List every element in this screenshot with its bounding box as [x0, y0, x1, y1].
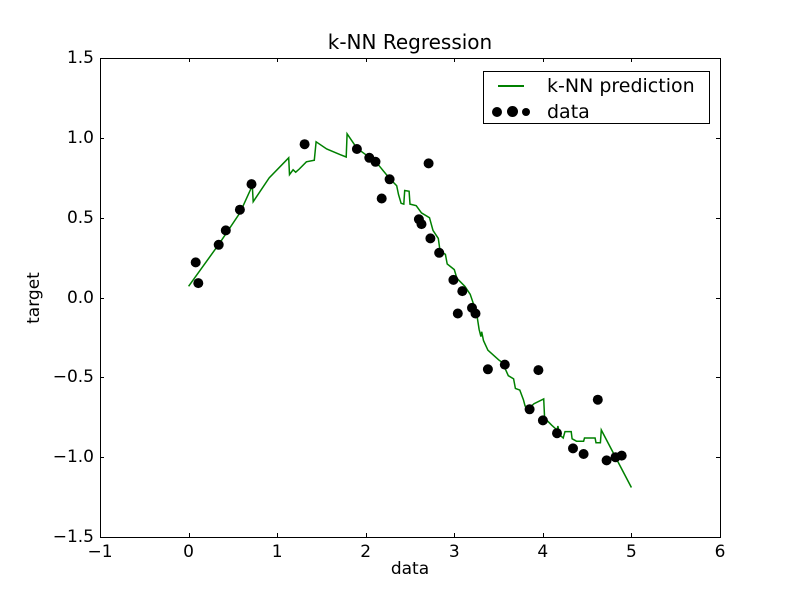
data-point	[351, 144, 362, 154]
data-point	[601, 455, 612, 466]
x-tick-label: 6	[714, 542, 726, 562]
data-point	[592, 394, 603, 405]
data-point	[425, 233, 436, 244]
data-point	[376, 193, 387, 204]
y-tick-label: 0.5	[66, 207, 94, 228]
data-point	[524, 404, 535, 415]
data-point	[213, 239, 224, 250]
x-axis-label: data	[390, 559, 430, 579]
data-point	[190, 257, 201, 268]
data-point	[384, 174, 395, 185]
data-point	[616, 450, 627, 461]
data-point	[193, 278, 204, 289]
legend-marker-icon	[507, 106, 518, 117]
legend: k-NN prediction data	[483, 71, 710, 124]
data-point	[220, 225, 231, 236]
x-tick-label: 0	[183, 542, 194, 562]
data-point	[448, 274, 459, 285]
data-point	[299, 139, 310, 150]
y-tick-label: 0.0	[66, 287, 94, 308]
plot-frame	[100, 58, 721, 538]
data-point	[482, 364, 493, 375]
x-tick-label: −1	[87, 542, 113, 562]
data-point	[416, 219, 427, 230]
data-point	[423, 158, 434, 169]
data-point	[470, 308, 481, 319]
chart-title: k-NN Regression	[327, 30, 493, 54]
data-point	[499, 359, 510, 370]
data-point	[434, 247, 445, 258]
y-tick-label: −1.0	[52, 447, 94, 468]
data-point	[578, 449, 589, 459]
y-tick-label: 1.5	[66, 48, 94, 68]
data-point	[370, 156, 381, 167]
legend-line-sample	[498, 85, 524, 87]
legend-marker-icon	[522, 108, 530, 116]
x-tick-label: 4	[537, 542, 549, 562]
data-point	[568, 443, 578, 454]
data-point	[457, 286, 468, 297]
legend-marker-icon	[492, 107, 502, 117]
legend-item-prediction: k-NN prediction	[484, 72, 709, 99]
y-tick-label: −1.5	[52, 527, 94, 547]
data-point	[537, 415, 548, 426]
y-tick-label: −0.5	[52, 367, 94, 388]
data-point	[533, 365, 544, 376]
y-tick-label: 1.0	[66, 127, 94, 148]
data-point	[234, 204, 245, 215]
legend-label-prediction: k-NN prediction	[547, 74, 695, 97]
legend-label-data: data	[547, 100, 590, 123]
x-tick-label: 2	[360, 542, 372, 562]
legend-item-data: data	[484, 99, 709, 124]
x-tick-label: 1	[271, 542, 283, 562]
x-tick-label: 3	[448, 542, 460, 562]
data-point	[552, 428, 562, 439]
x-tick-label: 5	[626, 542, 637, 562]
data-point	[452, 308, 463, 319]
data-point	[246, 179, 257, 190]
